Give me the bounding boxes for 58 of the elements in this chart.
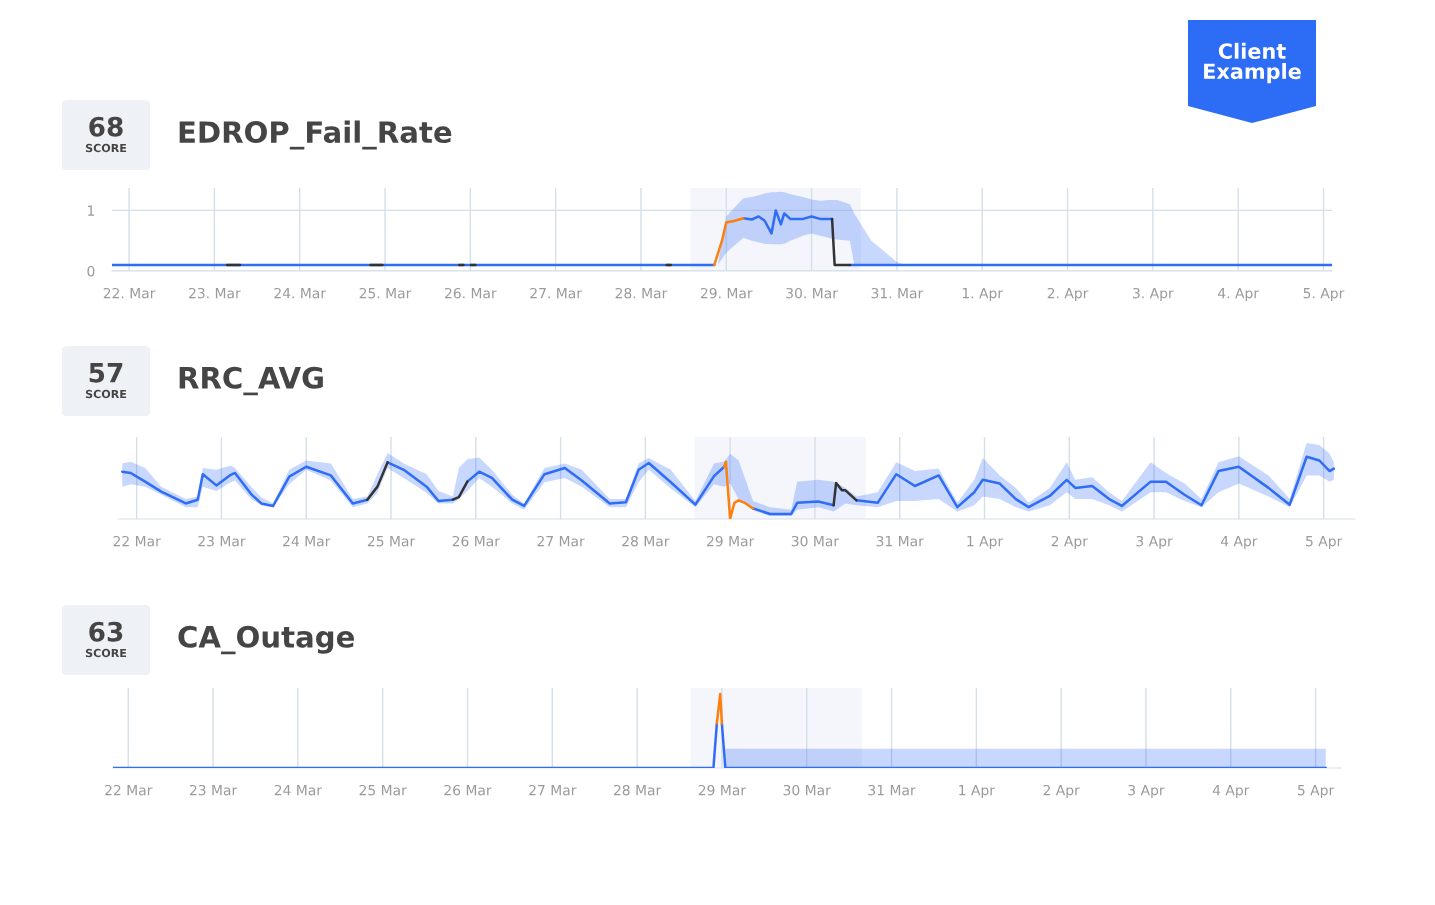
y-tick-label: 1 bbox=[88, 205, 95, 216]
chart-title: EDROP_Fail_Rate bbox=[179, 120, 452, 150]
text: Client Example bbox=[1204, 42, 1301, 84]
x-tick-label: 29 Mar bbox=[707, 535, 755, 547]
x-tick-label: 2 Apr bbox=[1043, 784, 1080, 799]
x-tick-label: 26. Mar bbox=[444, 287, 497, 299]
x-tick-label: 5 Apr bbox=[1297, 785, 1335, 799]
x-tick-label: 31 Mar bbox=[868, 784, 916, 796]
x-tick-label: 4 Apr bbox=[1220, 536, 1258, 550]
x-tick-label: 31 Mar bbox=[876, 535, 924, 547]
x-tick-label: 2 Apr bbox=[1051, 535, 1088, 550]
x-tick-label: 23. Mar bbox=[189, 287, 241, 299]
text: 57 bbox=[89, 363, 123, 383]
x-tick-label: 29. Mar bbox=[700, 287, 753, 299]
text: 63 bbox=[89, 621, 123, 642]
chart-title: CA_Outage bbox=[178, 625, 354, 655]
x-tick-label: 22 Mar bbox=[105, 784, 153, 796]
x-tick-label: 28. Mar bbox=[615, 287, 668, 299]
x-tick-label: 29 Mar bbox=[698, 784, 747, 796]
x-tick-label: 26 Mar bbox=[452, 535, 500, 547]
chart-title: RRC_AVG bbox=[179, 366, 323, 396]
x-tick-label: 27 Mar bbox=[537, 535, 585, 547]
text: SCORE bbox=[85, 143, 127, 153]
x-tick-label: 22 Mar bbox=[113, 535, 161, 547]
x-tick-label: 24 Mar bbox=[274, 784, 323, 796]
x-tick-label: 28 Mar bbox=[613, 784, 662, 796]
line-series bbox=[713, 217, 745, 267]
x-tick-label: 1 Apr bbox=[959, 785, 995, 799]
x-tick-label: 27. Mar bbox=[530, 287, 582, 299]
x-tick-label: 30 Mar bbox=[783, 784, 831, 796]
x-tick-label: 1 Apr bbox=[967, 536, 1004, 550]
x-tick-label: 3 Apr bbox=[1128, 784, 1165, 799]
x-tick-label: 25 Mar bbox=[367, 535, 416, 547]
x-tick-label: 27 Mar bbox=[529, 784, 577, 796]
x-tick-label: 22. Mar bbox=[103, 287, 156, 299]
x-tick-label: 30 Mar bbox=[791, 535, 840, 547]
x-tick-label: 24. Mar bbox=[274, 287, 327, 299]
x-tick-label: 23 Mar bbox=[198, 535, 246, 547]
text: SCORE bbox=[85, 648, 127, 658]
x-tick-label: 30. Mar bbox=[786, 287, 838, 299]
x-tick-label: 26 Mar bbox=[444, 784, 492, 796]
x-tick-label: 4. Apr bbox=[1217, 288, 1259, 302]
x-tick-label: 23 Mar bbox=[189, 784, 238, 796]
x-tick-label: 3. Apr bbox=[1133, 287, 1174, 302]
x-tick-label: 3 Apr bbox=[1136, 535, 1173, 550]
x-tick-label: 4 Apr bbox=[1212, 785, 1250, 799]
x-tick-label: 25 Mar bbox=[359, 784, 407, 796]
x-tick-label: 28 Mar bbox=[622, 535, 670, 547]
y-tick-label: 0 bbox=[87, 265, 95, 277]
x-tick-label: 31. Mar bbox=[871, 287, 924, 299]
x-tick-label: 1. Apr bbox=[962, 288, 1004, 302]
x-tick-label: 24 Mar bbox=[283, 535, 331, 547]
x-tick-label: 25. Mar bbox=[359, 287, 412, 299]
x-tick-label: 5 Apr bbox=[1306, 536, 1343, 550]
x-tick-label: 5. Apr bbox=[1303, 288, 1345, 302]
text: 68 bbox=[89, 116, 123, 137]
text: SCORE bbox=[85, 389, 127, 399]
x-tick-label: 2. Apr bbox=[1047, 287, 1089, 302]
